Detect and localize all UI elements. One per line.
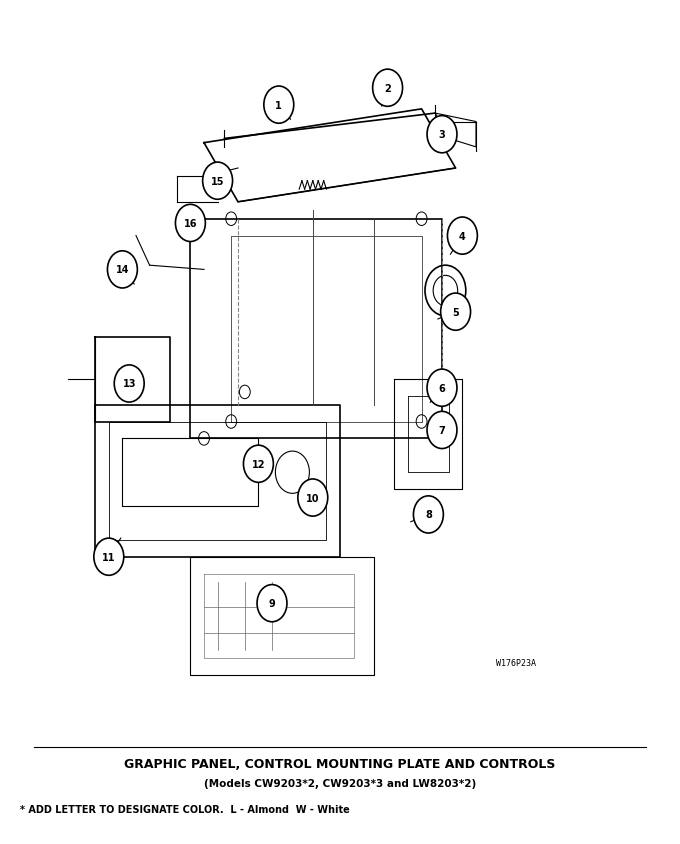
Circle shape <box>298 479 328 517</box>
Circle shape <box>427 116 457 154</box>
Circle shape <box>114 365 144 403</box>
Circle shape <box>257 585 287 622</box>
Text: 7: 7 <box>439 425 445 436</box>
Circle shape <box>427 370 457 407</box>
Text: 14: 14 <box>116 265 129 275</box>
Text: GRAPHIC PANEL, CONTROL MOUNTING PLATE AND CONTROLS: GRAPHIC PANEL, CONTROL MOUNTING PLATE AN… <box>124 757 556 771</box>
Circle shape <box>413 496 443 533</box>
Text: 5: 5 <box>452 307 459 317</box>
Circle shape <box>441 294 471 331</box>
Text: 12: 12 <box>252 459 265 469</box>
Circle shape <box>94 538 124 576</box>
Text: 1: 1 <box>275 100 282 111</box>
Text: 3: 3 <box>439 130 445 140</box>
Circle shape <box>264 87 294 124</box>
Circle shape <box>175 205 205 242</box>
Circle shape <box>427 412 457 449</box>
Text: 10: 10 <box>306 493 320 503</box>
Text: 13: 13 <box>122 379 136 389</box>
Circle shape <box>447 218 477 255</box>
Text: W176P23A: W176P23A <box>496 658 537 667</box>
Text: 2: 2 <box>384 84 391 94</box>
Circle shape <box>203 163 233 200</box>
Circle shape <box>107 252 137 289</box>
Circle shape <box>373 70 403 107</box>
Text: 16: 16 <box>184 219 197 229</box>
Text: (Models CW9203*2, CW9203*3 and LW8203*2): (Models CW9203*2, CW9203*3 and LW8203*2) <box>204 778 476 788</box>
Circle shape <box>243 446 273 483</box>
Text: 4: 4 <box>459 231 466 241</box>
Text: 6: 6 <box>439 383 445 393</box>
Text: 15: 15 <box>211 176 224 187</box>
Text: 9: 9 <box>269 598 275 609</box>
Text: 8: 8 <box>425 510 432 520</box>
Text: * ADD LETTER TO DESIGNATE COLOR.  L - Almond  W - White: * ADD LETTER TO DESIGNATE COLOR. L - Alm… <box>20 803 350 814</box>
Text: 11: 11 <box>102 552 116 562</box>
